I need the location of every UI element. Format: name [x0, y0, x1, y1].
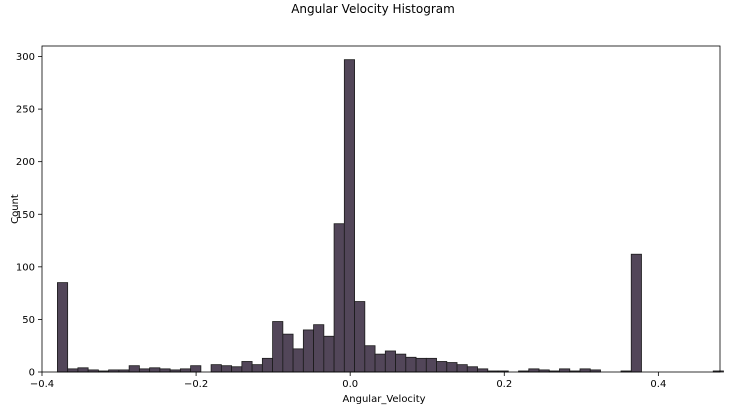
y-tick-label: 0 — [29, 368, 35, 379]
histogram-bar — [210, 364, 222, 373]
x-tick-label: 0.0 — [342, 379, 358, 390]
histogram-bar — [395, 353, 407, 373]
y-tick-label: 150 — [16, 210, 35, 221]
histogram-bar — [67, 368, 79, 373]
histogram-bar — [425, 357, 437, 373]
histogram-bar — [384, 350, 396, 373]
y-tick-label: 100 — [16, 262, 35, 273]
histogram-bar — [159, 368, 171, 373]
x-axis-label: Angular_Velocity — [342, 394, 425, 405]
histogram-bar — [292, 348, 304, 373]
histogram-bar — [241, 361, 253, 373]
histogram-bar — [149, 367, 161, 373]
histogram-bar — [323, 335, 335, 373]
histogram-bar — [302, 329, 314, 373]
histogram-bar — [374, 353, 386, 373]
y-axis-ticks: 0 50 100 150 200 250 300 — [16, 52, 42, 379]
x-tick-label: −0.4 — [30, 379, 54, 390]
histogram-bar — [179, 368, 192, 373]
x-tick-label: 0.2 — [496, 379, 512, 390]
histogram-bar — [354, 301, 366, 373]
x-axis-ticks: −0.4 −0.2 0.0 0.2 0.4 — [30, 372, 666, 390]
histogram-bar — [333, 223, 345, 373]
y-tick-label: 250 — [16, 105, 35, 116]
histogram-bar — [57, 282, 69, 373]
histogram-bar — [128, 365, 140, 373]
y-tick-label: 50 — [22, 315, 35, 326]
histogram-bar — [138, 368, 151, 373]
histogram-bar — [313, 324, 325, 373]
histogram-bar — [261, 357, 274, 373]
histogram-bar — [272, 321, 284, 373]
histogram-bars — [57, 59, 724, 373]
histogram-bar — [436, 361, 448, 373]
histogram-bar — [579, 368, 591, 373]
histogram-bar — [559, 368, 571, 373]
histogram-bar — [630, 253, 642, 373]
histogram-bar — [190, 365, 202, 373]
histogram-bar — [364, 345, 376, 373]
histogram-bar — [282, 333, 294, 373]
histogram-bar — [528, 368, 540, 373]
x-tick-label: −0.2 — [184, 379, 208, 390]
x-tick-label: 0.4 — [650, 379, 666, 390]
plot-frame — [41, 45, 721, 373]
histogram-bar — [466, 366, 478, 373]
chart-title: Angular Velocity Histogram — [291, 2, 455, 16]
histogram-bar — [77, 367, 89, 373]
histogram-bar — [405, 356, 417, 373]
histogram-bar — [446, 362, 458, 373]
histogram-bar — [415, 357, 427, 373]
histogram-bar — [251, 364, 263, 373]
histogram-bar — [456, 364, 468, 373]
y-tick-label: 300 — [16, 52, 35, 63]
y-tick-label: 200 — [16, 157, 35, 168]
histogram-bar — [477, 368, 489, 373]
histogram-bar — [343, 59, 355, 373]
y-axis-label: Count — [10, 194, 21, 224]
histogram-bar — [220, 365, 233, 373]
histogram-bar — [231, 366, 243, 373]
